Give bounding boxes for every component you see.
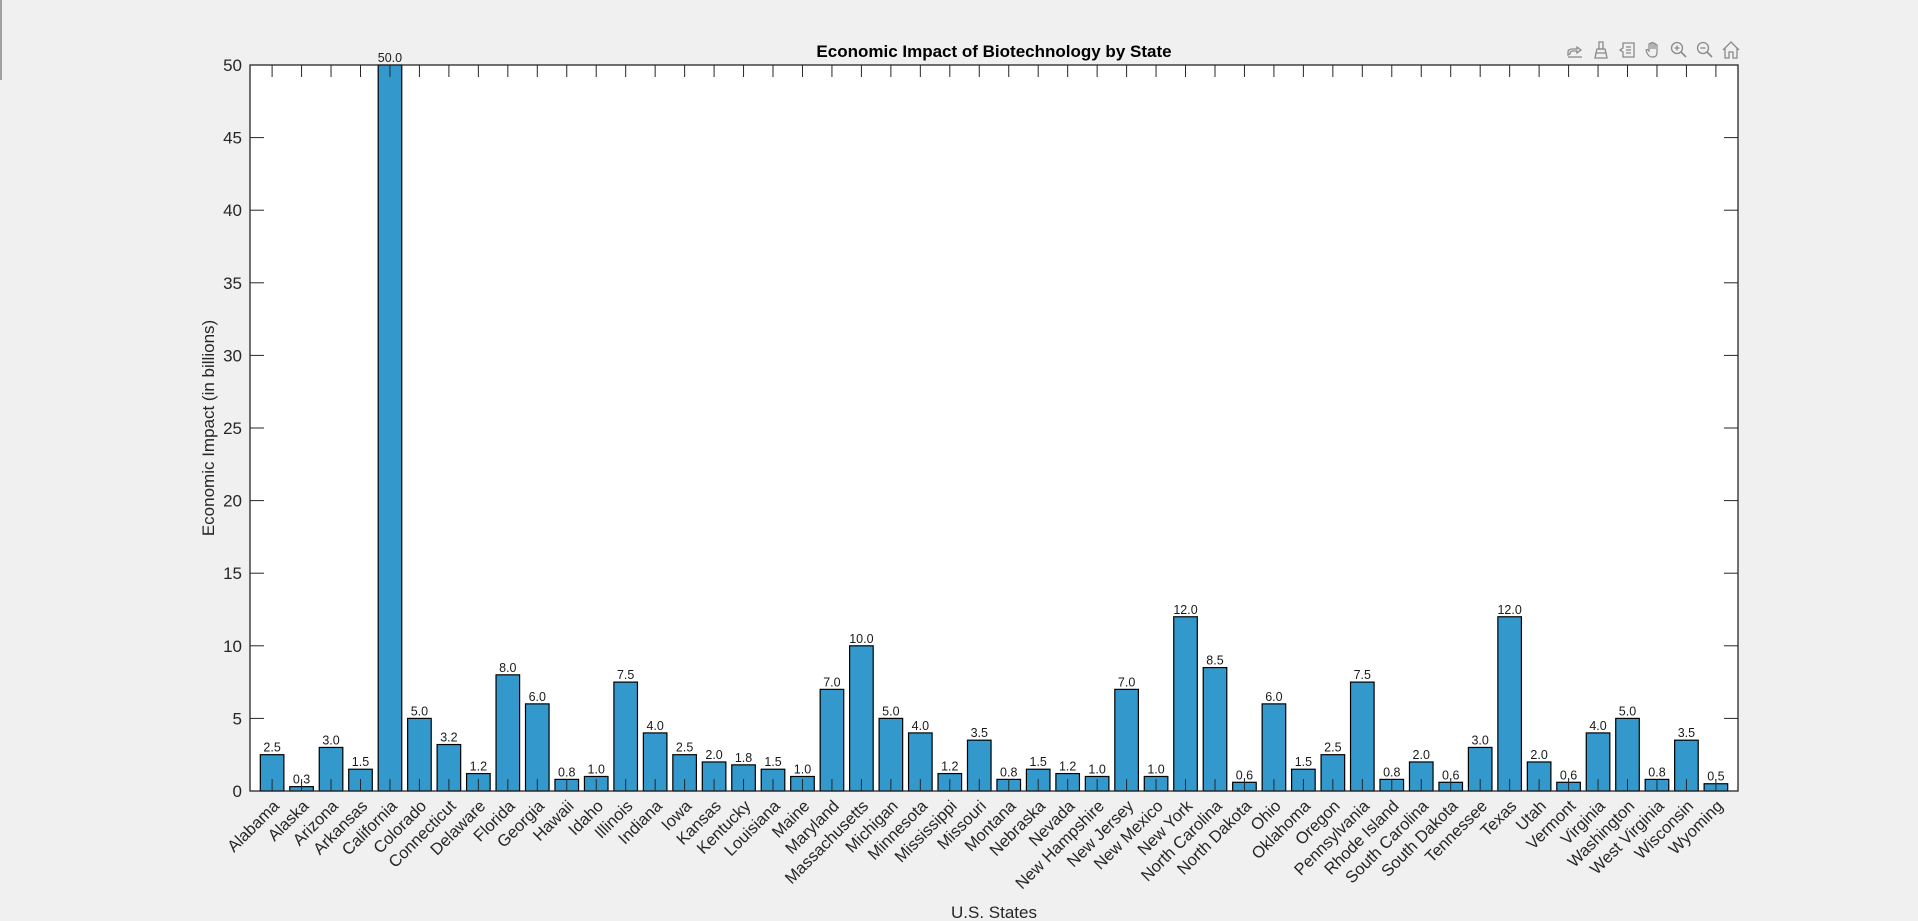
data-label: 3.0 <box>322 733 339 747</box>
bar <box>495 674 521 792</box>
data-label: 7.5 <box>617 668 634 682</box>
data-label: 6.0 <box>1265 690 1282 704</box>
data-label: 0.8 <box>1000 765 1017 779</box>
data-label: 2.5 <box>263 741 280 755</box>
y-tick-label: 40 <box>223 201 242 220</box>
bar <box>819 688 845 792</box>
data-tips-button[interactable] <box>1615 40 1639 64</box>
data-label: 1.5 <box>1295 755 1312 769</box>
bar <box>849 645 874 792</box>
y-tick-label: 35 <box>223 274 242 293</box>
edit-plot-button[interactable] <box>1563 40 1587 64</box>
plot-area <box>250 65 1738 791</box>
data-label: 1.2 <box>1059 760 1076 774</box>
data-label: 1.5 <box>764 755 781 769</box>
data-label: 1.2 <box>470 760 487 774</box>
bar <box>1114 688 1139 792</box>
data-label: 2.5 <box>1324 741 1341 755</box>
y-tick-label: 30 <box>223 346 242 365</box>
data-label: 0.6 <box>1560 768 1577 782</box>
data-label: 1.0 <box>1088 762 1105 776</box>
zoom-out-button[interactable] <box>1693 40 1717 64</box>
data-label: 12.0 <box>1497 603 1521 617</box>
y-tick-label: 10 <box>223 637 242 656</box>
data-label: 3.0 <box>1471 733 1488 747</box>
data-label: 7.0 <box>823 675 840 689</box>
data-label: 1.8 <box>735 751 752 765</box>
data-label: 0.3 <box>293 773 310 787</box>
data-label: 0.6 <box>1442 768 1459 782</box>
bar <box>613 681 639 792</box>
data-label: 8.0 <box>499 661 516 675</box>
window-edge <box>0 0 2 80</box>
data-label: 5.0 <box>411 704 428 718</box>
data-label: 1.0 <box>588 762 605 776</box>
data-label: 1.2 <box>941 760 958 774</box>
x-axis-label: U.S. States <box>951 903 1037 921</box>
y-tick-label: 50 <box>223 56 242 75</box>
y-tick-label: 20 <box>223 492 242 511</box>
bar <box>1202 666 1228 792</box>
data-label: 0.8 <box>1383 765 1400 779</box>
pan-button[interactable] <box>1641 40 1665 64</box>
bar <box>1261 703 1287 792</box>
data-label: 50.0 <box>378 51 402 65</box>
bar <box>524 703 550 792</box>
home-button[interactable] <box>1719 40 1743 64</box>
data-label: 1.5 <box>352 755 369 769</box>
data-label: 0.5 <box>1707 770 1724 784</box>
data-label: 10.0 <box>849 632 873 646</box>
y-tick-label: 15 <box>223 564 242 583</box>
pan-icon <box>1643 40 1663 65</box>
data-label: 5.0 <box>1619 704 1636 718</box>
data-label: 4.0 <box>1589 719 1606 733</box>
data-label: 3.2 <box>440 731 457 745</box>
data-label: 7.5 <box>1354 668 1371 682</box>
chart-title: Economic Impact of Biotechnology by Stat… <box>816 42 1171 61</box>
data-labels-group: 2.5 0.3 3.0 1.5 50.0 5.0 3.2 1.2 8.0 6.0 0.8 1.0 7.5… <box>263 51 1724 787</box>
y-tick-label: 25 <box>223 419 242 438</box>
data-label: 8.5 <box>1206 654 1223 668</box>
data-label: 0.8 <box>1648 765 1665 779</box>
y-tick-label: 0 <box>233 782 242 801</box>
home-icon <box>1721 40 1741 65</box>
data-label: 5.0 <box>882 704 899 718</box>
data-label: 3.5 <box>1678 726 1695 740</box>
bar <box>377 64 403 792</box>
zoom-in-button[interactable] <box>1667 40 1691 64</box>
y-axis-label: Economic Impact (in billions) <box>199 320 218 536</box>
zoom-out-icon <box>1695 40 1715 65</box>
data-tips-icon <box>1617 40 1637 65</box>
data-label: 1.5 <box>1030 755 1047 769</box>
y-tick-label: 5 <box>233 709 242 728</box>
data-label: 0.8 <box>558 765 575 779</box>
y-axis: 0 5 10 15 20 25 30 35 40 45 50 <box>223 56 1738 801</box>
y-tick-label: 45 <box>223 129 242 148</box>
data-label: 2.5 <box>676 741 693 755</box>
axes-toolbar <box>1563 40 1743 64</box>
bar <box>1497 616 1523 792</box>
data-label: 4.0 <box>912 719 929 733</box>
data-label: 3.5 <box>971 726 988 740</box>
brush-button[interactable] <box>1589 40 1613 64</box>
bar <box>1173 616 1198 792</box>
data-label: 2.0 <box>705 748 722 762</box>
zoom-in-icon <box>1669 40 1689 65</box>
data-label: 2.0 <box>1413 748 1430 762</box>
data-label: 1.0 <box>794 762 811 776</box>
data-label: 1.0 <box>1147 762 1164 776</box>
bar <box>1349 681 1375 792</box>
brush-icon <box>1591 40 1611 65</box>
data-label: 7.0 <box>1118 675 1135 689</box>
edit-plot-icon <box>1565 40 1585 65</box>
data-label: 12.0 <box>1173 603 1197 617</box>
data-label: 2.0 <box>1530 748 1547 762</box>
data-label: 6.0 <box>529 690 546 704</box>
data-label: 4.0 <box>646 719 663 733</box>
data-label: 0.6 <box>1236 768 1253 782</box>
